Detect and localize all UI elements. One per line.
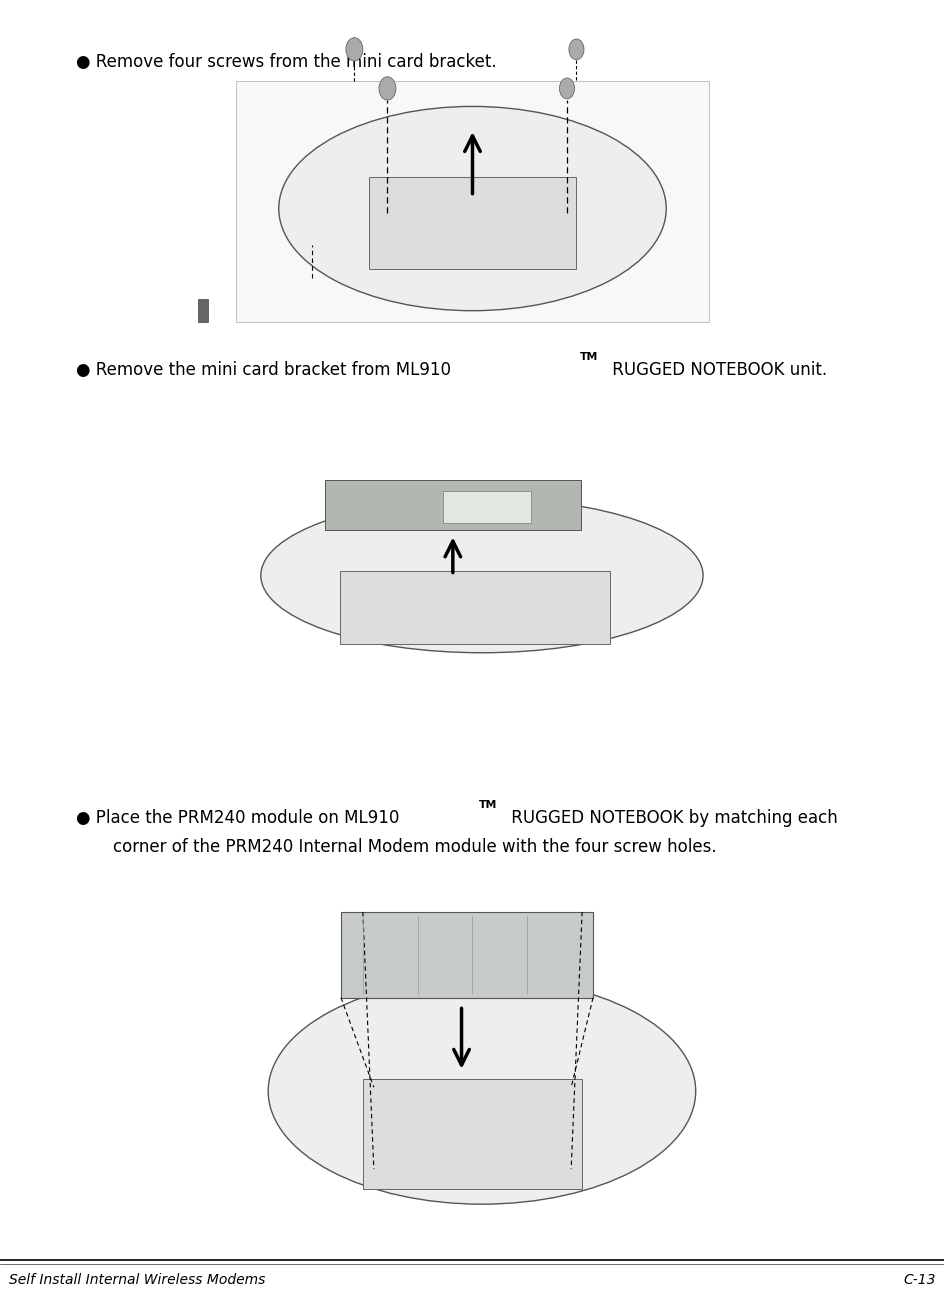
FancyBboxPatch shape — [236, 82, 708, 322]
Ellipse shape — [261, 499, 702, 653]
FancyBboxPatch shape — [325, 481, 580, 530]
FancyBboxPatch shape — [341, 912, 593, 998]
Text: ● Remove four screws from the mini card bracket.: ● Remove four screws from the mini card … — [76, 53, 496, 71]
Text: ● Remove the mini card bracket from ML910: ● Remove the mini card bracket from ML91… — [76, 361, 450, 379]
Ellipse shape — [278, 107, 666, 310]
FancyBboxPatch shape — [198, 299, 208, 322]
Text: Self Install Internal Wireless Modems: Self Install Internal Wireless Modems — [9, 1273, 265, 1287]
Text: C-13: C-13 — [902, 1273, 935, 1287]
Circle shape — [379, 77, 396, 100]
FancyBboxPatch shape — [340, 572, 610, 644]
Text: RUGGED NOTEBOOK unit.: RUGGED NOTEBOOK unit. — [606, 361, 826, 379]
Ellipse shape — [268, 978, 695, 1204]
Circle shape — [346, 38, 362, 61]
Text: ● Place the PRM240 module on ML910: ● Place the PRM240 module on ML910 — [76, 809, 398, 827]
Circle shape — [568, 39, 583, 60]
FancyBboxPatch shape — [443, 491, 531, 523]
Circle shape — [559, 78, 574, 99]
Text: TM: TM — [479, 800, 497, 811]
Text: corner of the PRM240 Internal Modem module with the four screw holes.: corner of the PRM240 Internal Modem modu… — [113, 838, 716, 856]
FancyBboxPatch shape — [368, 178, 576, 269]
Text: TM: TM — [580, 352, 598, 362]
Text: RUGGED NOTEBOOK by matching each: RUGGED NOTEBOOK by matching each — [505, 809, 836, 827]
FancyBboxPatch shape — [362, 1079, 582, 1189]
